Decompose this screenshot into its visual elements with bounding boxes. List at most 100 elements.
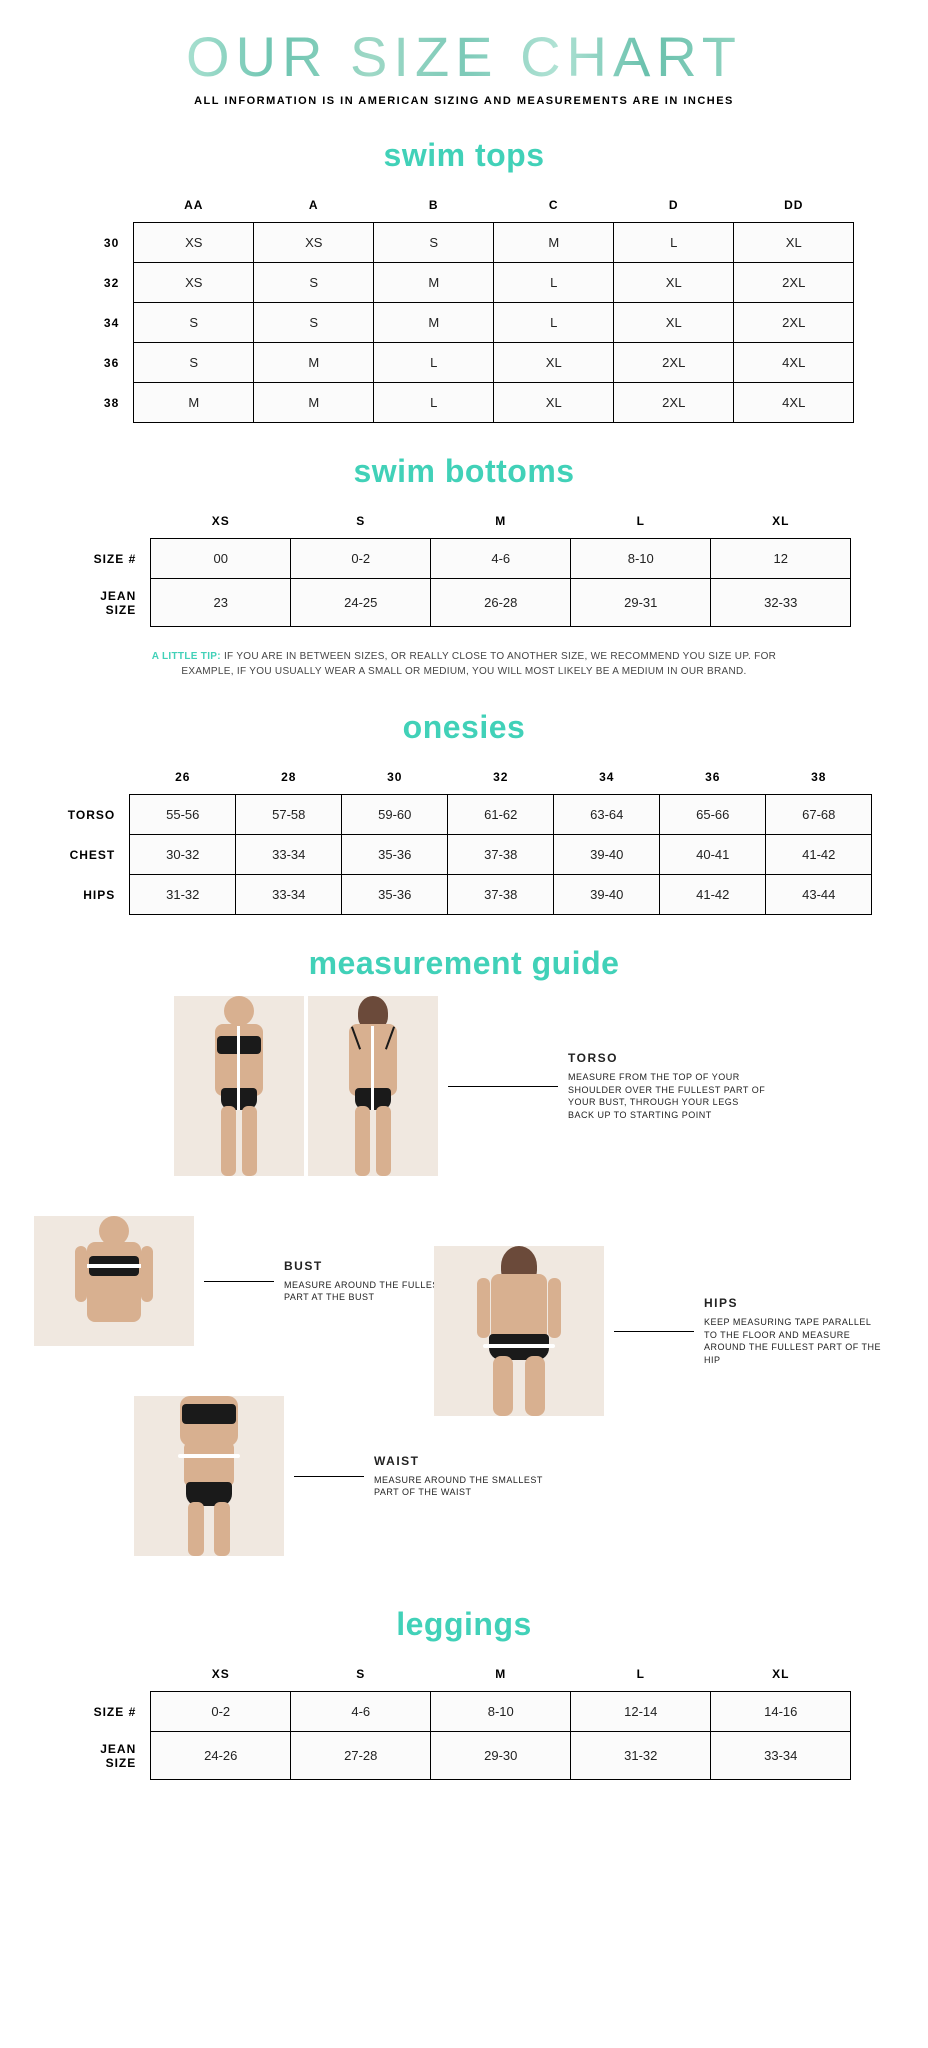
- table-cell: S: [134, 303, 254, 343]
- table-cell: XL: [614, 263, 734, 303]
- table-row: Jean Size24-2627-2829-3031-3233-34: [77, 1732, 851, 1780]
- section-title-leggings: leggings: [0, 1606, 928, 1643]
- table-row: 30XSXSSMLXL: [74, 223, 854, 263]
- section-title-measurement-guide: measurement guide: [0, 945, 928, 982]
- swim-bottoms-table-container: XSSMLXLSize #000-24-68-1012Jean Size2324…: [0, 504, 928, 627]
- column-header: D: [614, 188, 734, 223]
- hips-image: [434, 1246, 604, 1416]
- table-cell: XL: [494, 383, 614, 423]
- table-cell: M: [134, 383, 254, 423]
- callout-line: [294, 1476, 364, 1477]
- table-cell: 14-16: [711, 1692, 851, 1732]
- table-cell: 2XL: [614, 343, 734, 383]
- page-subtitle: All information is in American sizing an…: [0, 95, 928, 107]
- table-cell: 32-33: [711, 579, 851, 627]
- table-cell: 2XL: [734, 263, 854, 303]
- bust-image: [34, 1216, 194, 1346]
- table-cell: 67-68: [766, 795, 872, 835]
- waist-image: [134, 1396, 284, 1556]
- table-cell: S: [134, 343, 254, 383]
- row-header: Jean Size: [77, 579, 151, 627]
- row-header: Chest: [56, 835, 130, 875]
- tip-label: A LITTLE TIP:: [152, 651, 221, 662]
- table-row: Hips31-3233-3435-3637-3839-4041-4243-44: [56, 875, 872, 915]
- table-cell: L: [374, 383, 494, 423]
- column-header: 30: [342, 760, 448, 795]
- table-row: Chest30-3233-3435-3637-3839-4040-4141-42: [56, 835, 872, 875]
- table-cell: 2XL: [614, 383, 734, 423]
- table-cell: XS: [134, 263, 254, 303]
- table-cell: M: [374, 263, 494, 303]
- table-cell: 33-34: [236, 835, 342, 875]
- row-header: Size #: [77, 1692, 151, 1732]
- table-cell: 37-38: [448, 875, 554, 915]
- torso-front-image: [174, 996, 304, 1176]
- table-cell: 55-56: [130, 795, 236, 835]
- table-row: 34SSMLXL2XL: [74, 303, 854, 343]
- row-header: 32: [74, 263, 134, 303]
- table-cell: L: [614, 223, 734, 263]
- table-cell: 59-60: [342, 795, 448, 835]
- row-header: 38: [74, 383, 134, 423]
- table-cell: M: [494, 223, 614, 263]
- table-cell: 65-66: [660, 795, 766, 835]
- table-cell: 24-26: [151, 1732, 291, 1780]
- swim-tops-table-container: AAABCDDD30XSXSSMLXL32XSSMLXL2XL34SSMLXL2…: [0, 188, 928, 423]
- table-cell: XL: [614, 303, 734, 343]
- table-cell: 0-2: [151, 1692, 291, 1732]
- callout-line: [204, 1281, 274, 1282]
- table-cell: S: [374, 223, 494, 263]
- table-cell: 4XL: [734, 383, 854, 423]
- table-cell: 00: [151, 539, 291, 579]
- column-header: M: [431, 504, 571, 539]
- table-row: Size #000-24-68-1012: [77, 539, 851, 579]
- table-cell: XL: [494, 343, 614, 383]
- table-cell: 33-34: [711, 1732, 851, 1780]
- table-cell: 23: [151, 579, 291, 627]
- table-cell: S: [254, 263, 374, 303]
- table-cell: 40-41: [660, 835, 766, 875]
- table-cell: L: [494, 303, 614, 343]
- table-cell: M: [254, 383, 374, 423]
- onesies-table: 26283032343638Torso55-5657-5859-6061-626…: [56, 760, 873, 915]
- torso-desc: MEASURE FROM THE TOP OF YOUR SHOULDER OV…: [568, 1072, 765, 1120]
- torso-label: Torso: [568, 1050, 768, 1067]
- column-header: B: [374, 188, 494, 223]
- bust-desc: MEASURE AROUND THE FULLEST PART AT THE B…: [284, 1280, 445, 1303]
- table-cell: 4-6: [431, 539, 571, 579]
- column-header: 26: [130, 760, 236, 795]
- onesies-table-container: 26283032343638Torso55-5657-5859-6061-626…: [0, 760, 928, 915]
- table-cell: 8-10: [431, 1692, 571, 1732]
- page-title: Our Size Chart: [0, 24, 928, 89]
- leggings-table-container: XSSMLXLSize #0-24-68-1012-1414-16Jean Si…: [0, 1657, 928, 1780]
- table-cell: 31-32: [130, 875, 236, 915]
- table-cell: 0-2: [291, 539, 431, 579]
- table-cell: XL: [734, 223, 854, 263]
- table-cell: 29-31: [571, 579, 711, 627]
- column-header: S: [291, 504, 431, 539]
- table-cell: 43-44: [766, 875, 872, 915]
- table-row: 32XSSMLXL2XL: [74, 263, 854, 303]
- table-cell: L: [374, 343, 494, 383]
- column-header: 34: [554, 760, 660, 795]
- bust-label: Bust: [284, 1258, 454, 1275]
- swim-bottoms-table: XSSMLXLSize #000-24-68-1012Jean Size2324…: [77, 504, 852, 627]
- table-cell: 39-40: [554, 835, 660, 875]
- column-header: 36: [660, 760, 766, 795]
- leggings-table: XSSMLXLSize #0-24-68-1012-1414-16Jean Si…: [77, 1657, 852, 1780]
- table-cell: XS: [254, 223, 374, 263]
- table-cell: 33-34: [236, 875, 342, 915]
- table-row: Size #0-24-68-1012-1414-16: [77, 1692, 851, 1732]
- table-cell: 30-32: [130, 835, 236, 875]
- table-cell: 8-10: [571, 539, 711, 579]
- table-cell: 2XL: [734, 303, 854, 343]
- table-cell: 4XL: [734, 343, 854, 383]
- table-cell: 31-32: [571, 1732, 711, 1780]
- table-cell: 35-36: [342, 875, 448, 915]
- waist-desc: MEASURE AROUND THE SMALLEST PART OF THE …: [374, 1475, 543, 1498]
- table-cell: 24-25: [291, 579, 431, 627]
- column-header: XL: [711, 1657, 851, 1692]
- column-header: XS: [151, 1657, 291, 1692]
- column-header: M: [431, 1657, 571, 1692]
- row-header: Hips: [56, 875, 130, 915]
